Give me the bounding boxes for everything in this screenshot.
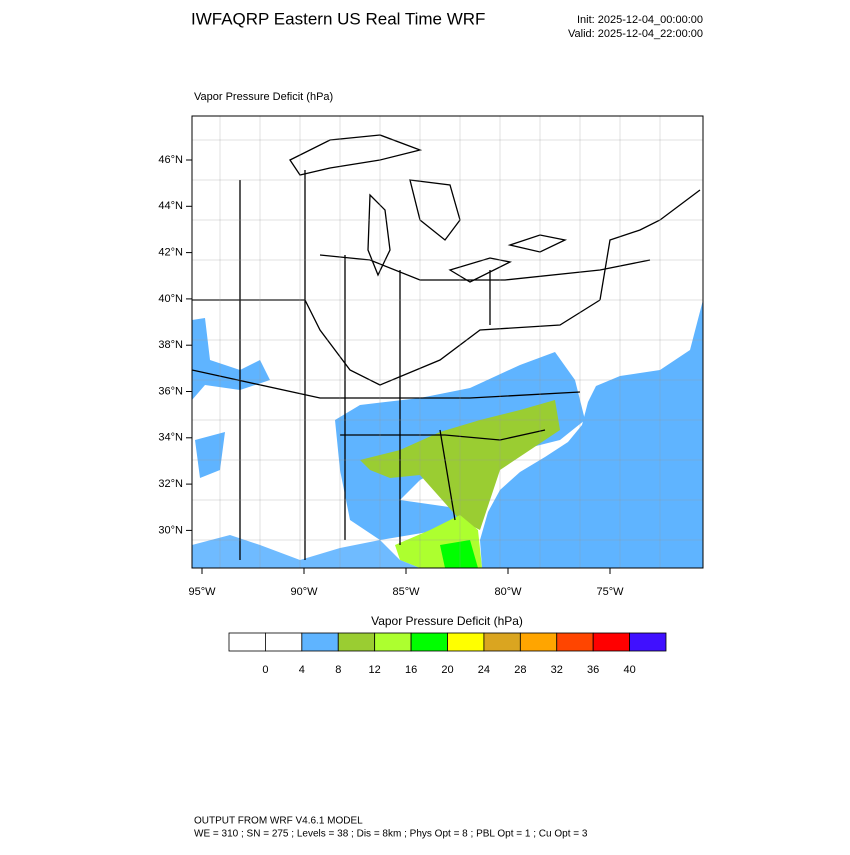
colorbar-box (410, 632, 448, 652)
lat-label: 42°N (158, 247, 183, 259)
lon-label: 85°W (392, 586, 420, 598)
colorbar-label: 24 (478, 664, 490, 676)
gulf-vpd (192, 535, 420, 568)
footer-line1: OUTPUT FROM WRF V4.6.1 MODEL (194, 816, 363, 827)
ocean-vpd (480, 300, 703, 568)
colorbar-box (592, 632, 630, 652)
lat-label: 46°N (158, 154, 183, 166)
lat-label: 38°N (158, 339, 183, 351)
map-frame (191, 115, 704, 569)
colorbar-label: 36 (587, 664, 599, 676)
colorbar: 0 4 8 12 16 20 24 28 32 36 40 (228, 632, 667, 676)
main-title: IWFAQRP Eastern US Real Time WRF (191, 9, 485, 28)
colorbar-label: 32 (551, 664, 563, 676)
land-vpd-20 (440, 540, 478, 568)
lon-label: 80°W (494, 586, 522, 598)
footer-line2: WE = 310 ; SN = 275 ; Levels = 38 ; Dis … (194, 829, 588, 840)
colorbar-box (374, 632, 412, 652)
lat-labels: 46°N 44°N 42°N 40°N 38°N 36°N 34°N 32°N 30°N (158, 154, 192, 536)
lat-label: 32°N (158, 478, 183, 490)
colorbar-label: 28 (514, 664, 526, 676)
great-lakes (289, 134, 568, 283)
lon-labels: 95°W 90°W 85°W 80°W 75°W (188, 568, 624, 598)
colorbar-label: 20 (441, 664, 453, 676)
colorbar-box (447, 632, 485, 652)
ocean-low (596, 342, 660, 378)
valid-time: Valid: 2025-12-04_22:00:00 (568, 28, 703, 40)
colorbar-box (483, 632, 521, 652)
map-title: Vapor Pressure Deficit (hPa) (194, 91, 333, 103)
lon-label: 90°W (290, 586, 318, 598)
lat-label: 36°N (158, 385, 183, 397)
colorbar-box (265, 632, 303, 652)
colorbar-box (301, 632, 339, 652)
lat-label: 40°N (158, 293, 183, 305)
map-area (192, 116, 703, 568)
colorbar-box (519, 632, 558, 652)
colorbar-label: 8 (335, 664, 341, 676)
colorbar-label: 12 (369, 664, 381, 676)
colorbar-label: 40 (623, 664, 635, 676)
colorbar-box (228, 632, 266, 652)
colorbar-box (629, 632, 667, 652)
lat-label: 30°N (158, 524, 183, 536)
lon-label: 95°W (188, 586, 216, 598)
init-time: Init: 2025-12-04_00:00:00 (577, 14, 703, 26)
colorbar-box (556, 632, 594, 652)
colorbar-label: 4 (299, 664, 305, 676)
lat-label: 34°N (158, 432, 183, 444)
colorbar-label: 0 (262, 664, 268, 676)
colorbar-label: 16 (405, 664, 417, 676)
colorbar-box (337, 632, 376, 652)
county-lines (192, 116, 703, 568)
colorbar-title: Vapor Pressure Deficit (hPa) (371, 614, 523, 628)
lon-label: 75°W (596, 586, 624, 598)
lat-label: 44°N (158, 200, 183, 212)
